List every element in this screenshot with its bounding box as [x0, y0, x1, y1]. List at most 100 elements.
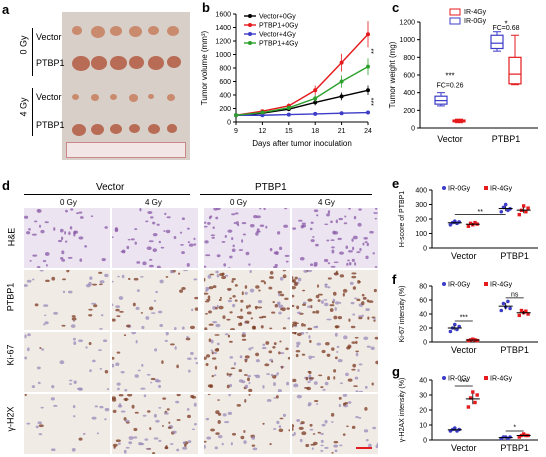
nucleus [371, 316, 376, 319]
nucleus [326, 239, 330, 242]
nucleus [375, 444, 378, 449]
nucleus [224, 235, 227, 238]
nucleus [207, 394, 211, 396]
nucleus [331, 451, 334, 454]
nucleus [62, 290, 66, 294]
nucleus [372, 426, 377, 430]
legend-label: IR-0Gy [448, 376, 471, 383]
nucleus [166, 216, 171, 219]
nucleus [123, 417, 127, 421]
nucleus [212, 351, 218, 355]
nucleus [178, 272, 181, 275]
y-tick-label: 40 [419, 378, 427, 385]
nucleus [320, 432, 324, 435]
tumor-specimen [72, 94, 79, 100]
nucleus [41, 348, 45, 351]
nucleus [330, 265, 336, 268]
nucleus [292, 332, 297, 335]
nucleus [211, 236, 215, 239]
nucleus [161, 425, 164, 427]
nucleus [59, 360, 65, 365]
nucleus [126, 324, 131, 328]
nucleus [180, 243, 184, 246]
y-tick-label: 20 [419, 326, 427, 333]
nucleus [230, 442, 233, 446]
y-tick-label: 600 [403, 73, 415, 80]
nucleus [44, 314, 47, 317]
nucleus [216, 304, 219, 308]
nucleus [327, 376, 331, 381]
nucleus [205, 288, 210, 291]
nucleus [228, 267, 231, 268]
nucleus [301, 323, 304, 327]
nucleus [156, 265, 161, 268]
y-tick-label: 1200 [215, 39, 231, 46]
significance-mark: ns [511, 292, 519, 299]
nucleus [309, 428, 314, 431]
nucleus [156, 223, 160, 226]
nucleus [31, 385, 36, 389]
nucleus [147, 410, 151, 413]
nucleus [362, 242, 365, 246]
nucleus [292, 279, 296, 283]
nucleus [231, 237, 234, 241]
nucleus [188, 369, 191, 373]
nucleus [116, 382, 121, 386]
nucleus [356, 298, 361, 302]
nucleus [282, 327, 287, 330]
nucleus [204, 240, 209, 244]
nucleus [296, 418, 301, 423]
y-tick-label: 80 [419, 284, 427, 291]
nucleus [161, 360, 164, 364]
nucleus [101, 258, 106, 262]
row-label-vector-4gy: Vector [36, 92, 62, 102]
nucleus [337, 358, 343, 363]
nucleus [236, 316, 240, 318]
nucleus [286, 307, 290, 310]
nucleus [374, 266, 378, 268]
nucleus [333, 376, 336, 380]
nucleus [247, 377, 250, 382]
nucleus [362, 296, 367, 300]
nucleus [78, 339, 83, 343]
nucleus [313, 264, 318, 267]
nucleus [307, 370, 311, 373]
nucleus [123, 334, 127, 337]
nucleus [296, 311, 302, 314]
nucleus [193, 278, 198, 281]
nucleus [279, 293, 285, 297]
nucleus [257, 299, 263, 304]
data-point [471, 337, 475, 341]
nucleus [277, 290, 283, 294]
nucleus [154, 348, 158, 352]
nucleus [276, 420, 280, 425]
data-point [501, 301, 506, 306]
nucleus [235, 221, 239, 225]
nucleus [37, 209, 40, 212]
nucleus [231, 432, 237, 436]
nucleus [96, 432, 99, 435]
nucleus [158, 240, 162, 244]
nucleus [100, 314, 104, 317]
nucleus [152, 248, 158, 253]
nucleus [127, 277, 131, 280]
nucleus [348, 401, 352, 404]
nucleus [73, 415, 76, 418]
nucleus [207, 384, 213, 388]
data-point [503, 202, 508, 207]
nucleus [373, 212, 378, 214]
y-axis-label: Tumor volume (mm³) [200, 30, 209, 105]
nucleus [334, 306, 337, 311]
nucleus [338, 403, 342, 408]
nucleus [273, 397, 277, 399]
nucleus [142, 414, 147, 417]
nucleus [176, 364, 179, 369]
nucleus [326, 213, 330, 217]
y-axis-label: Tumor weight (mg) [388, 41, 397, 108]
nucleus [104, 273, 109, 278]
nucleus [343, 222, 348, 225]
nucleus [278, 428, 284, 433]
panel-label-c: c [392, 0, 399, 15]
nucleus [148, 306, 154, 311]
legend-label: IR-0Gy [448, 282, 471, 289]
